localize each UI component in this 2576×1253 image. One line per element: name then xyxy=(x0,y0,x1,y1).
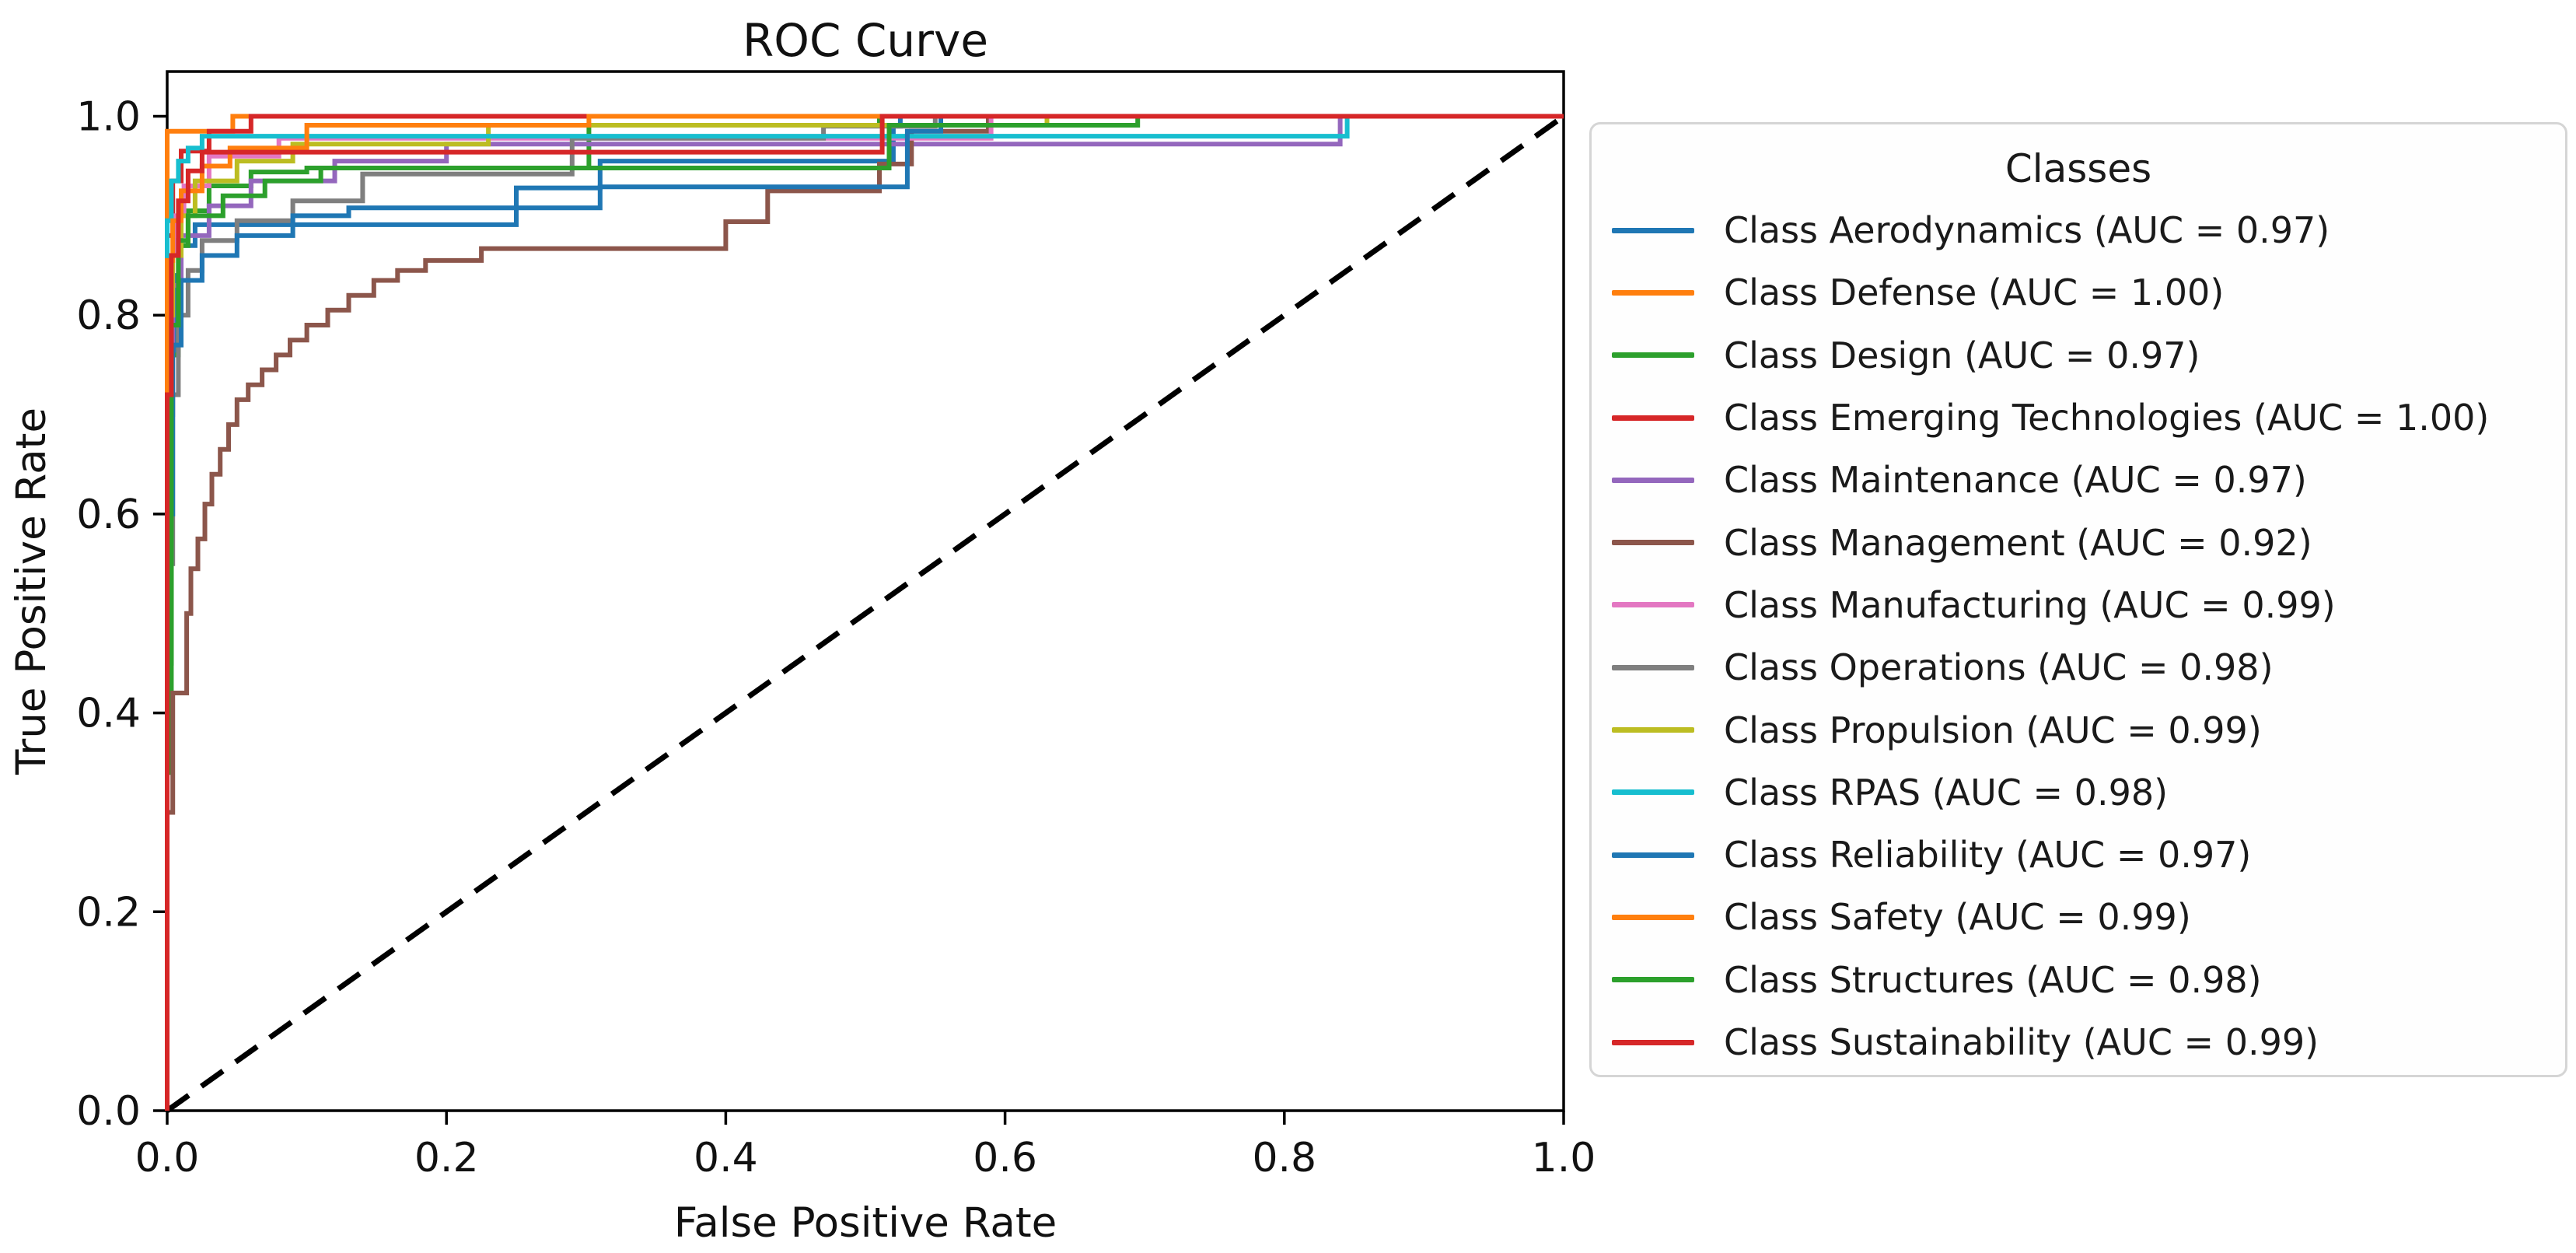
roc-curve-sustainability xyxy=(165,114,1564,1111)
legend-item: Class Emerging Technologies (AUC = 1.00) xyxy=(1612,387,2557,449)
y-tick-label: 0.2 xyxy=(76,889,141,936)
legend-color-swatch xyxy=(1612,540,1694,546)
x-tick-label: 0.6 xyxy=(973,1135,1037,1181)
legend-item-label: Class Management (AUC = 0.92) xyxy=(1724,521,2312,564)
legend-item-label: Class RPAS (AUC = 0.98) xyxy=(1724,771,2169,814)
y-tick-label: 0.0 xyxy=(76,1088,141,1135)
legend-item-label: Class Manufacturing (AUC = 0.99) xyxy=(1724,583,2336,626)
legend-item-label: Class Structures (AUC = 0.98) xyxy=(1724,958,2262,1001)
x-tick-label: 1.0 xyxy=(1532,1135,1596,1181)
x-tick-label: 0.0 xyxy=(135,1135,200,1181)
legend-item-label: Class Maintenance (AUC = 0.97) xyxy=(1724,459,2307,502)
legend-title: Classes xyxy=(2005,146,2152,191)
legend-item: Class Manufacturing (AUC = 0.99) xyxy=(1612,574,2557,636)
legend-color-swatch xyxy=(1612,977,1694,983)
legend-item-label: Class Design (AUC = 0.97) xyxy=(1724,334,2200,376)
y-tick-label: 0.6 xyxy=(76,492,141,538)
legend-rows: Class Aerodynamics (AUC = 0.97) Class De… xyxy=(1612,199,2557,1073)
x-tick-label: 0.8 xyxy=(1252,1135,1316,1181)
y-tick-label: 0.8 xyxy=(76,292,141,339)
legend-item: Class Defense (AUC = 1.00) xyxy=(1612,261,2557,324)
legend-item: Class Structures (AUC = 0.98) xyxy=(1612,949,2557,1011)
legend-color-swatch xyxy=(1612,664,1694,670)
legend-color-swatch xyxy=(1612,227,1694,233)
roc-curve-management xyxy=(165,114,1564,1111)
x-axis-label: False Positive Rate xyxy=(674,1199,1057,1247)
legend-color-swatch xyxy=(1612,789,1694,796)
chance-diagonal-line xyxy=(165,114,1566,1113)
legend-item-label: Class Reliability (AUC = 0.97) xyxy=(1724,834,2252,877)
legend-item-label: Class Operations (AUC = 0.98) xyxy=(1724,646,2274,689)
legend-color-swatch xyxy=(1612,852,1694,858)
legend-item: Class Design (AUC = 0.97) xyxy=(1612,324,2557,387)
legend-color-swatch xyxy=(1612,914,1694,920)
legend-item: Class Aerodynamics (AUC = 0.97) xyxy=(1612,199,2557,261)
legend-item: Class Sustainability (AUC = 0.99) xyxy=(1612,1011,2557,1073)
plot-frame xyxy=(166,70,1565,1112)
roc-curves xyxy=(165,114,1564,1111)
legend-color-swatch xyxy=(1612,602,1694,608)
legend-item-label: Class Emerging Technologies (AUC = 1.00) xyxy=(1724,397,2490,439)
legend-item-label: Class Sustainability (AUC = 0.99) xyxy=(1724,1021,2319,1063)
legend-item-label: Class Defense (AUC = 1.00) xyxy=(1724,271,2225,314)
legend-item: Class Safety (AUC = 0.99) xyxy=(1612,886,2557,948)
legend-color-swatch xyxy=(1612,477,1694,483)
x-tick-label: 0.4 xyxy=(694,1135,758,1181)
legend-item-label: Class Propulsion (AUC = 0.99) xyxy=(1724,709,2262,751)
legend-item-label: Class Safety (AUC = 0.99) xyxy=(1724,896,2191,939)
x-tick-label: 0.2 xyxy=(414,1135,479,1181)
legend-color-swatch xyxy=(1612,1039,1694,1045)
roc-curve-reliability xyxy=(165,114,1564,1111)
legend-item: Class Reliability (AUC = 0.97) xyxy=(1612,824,2557,886)
axis-ticks: 0.0 0.2 0.4 0.6 0.8 1.0 0.0 0.2 0.4 0.6 0.8 1.0 xyxy=(76,94,1596,1181)
legend-item: Class Operations (AUC = 0.98) xyxy=(1612,636,2557,698)
legend-color-swatch xyxy=(1612,415,1694,421)
legend-item: Class Maintenance (AUC = 0.97) xyxy=(1612,449,2557,511)
legend-box: Classes Class Aerodynamics (AUC = 0.97) … xyxy=(1589,122,2567,1077)
legend-item: Class RPAS (AUC = 0.98) xyxy=(1612,761,2557,824)
y-axis-label: True Positive Rate xyxy=(8,408,55,775)
legend-color-swatch xyxy=(1612,727,1694,733)
legend-item: Class Management (AUC = 0.92) xyxy=(1612,511,2557,573)
legend-color-swatch xyxy=(1612,289,1694,296)
y-tick-label: 0.4 xyxy=(76,691,141,737)
chart-title: ROC Curve xyxy=(743,14,988,67)
legend-item-label: Class Aerodynamics (AUC = 0.97) xyxy=(1724,209,2330,252)
y-tick-label: 1.0 xyxy=(76,94,141,141)
legend-item: Class Propulsion (AUC = 0.99) xyxy=(1612,698,2557,761)
legend-color-swatch xyxy=(1612,352,1694,359)
